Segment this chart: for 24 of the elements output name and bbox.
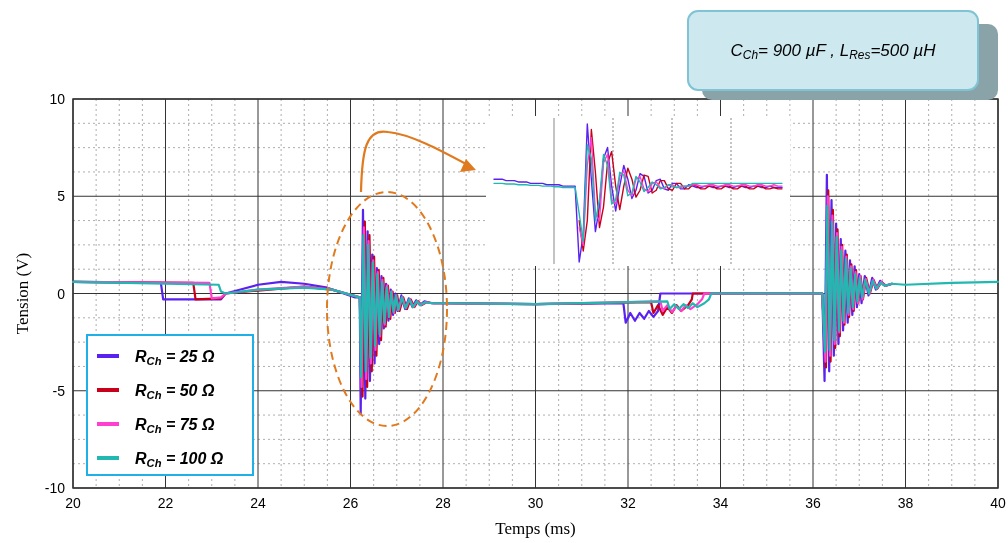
y-tick-label: -10 (44, 480, 66, 496)
legend-label: R$_{Ch}$ = 25 Ω (135, 348, 215, 367)
legend-label: R$_{Ch}$ = 100 Ω (135, 450, 224, 469)
x-axis-title: Temps (ms) (495, 519, 576, 538)
x-tick-label: 20 (65, 495, 81, 511)
x-tick-label: 36 (805, 495, 821, 511)
x-tick-label: 22 (157, 495, 174, 511)
y-axis-title: Tension (V) (13, 252, 32, 335)
x-tick-label: 24 (250, 495, 266, 511)
x-tick-label: 28 (435, 495, 451, 511)
x-tick-label: 40 (990, 495, 1006, 511)
y-tick-label: 5 (57, 188, 66, 205)
x-tick-label: 38 (897, 495, 914, 511)
y-tick-label: 0 (57, 285, 66, 302)
y-tick-label: 10 (49, 91, 66, 107)
y-tick-label: -5 (52, 382, 66, 399)
x-tick-label: 34 (712, 495, 729, 511)
legend-label: R$_{Ch}$ = 75 Ω (135, 416, 215, 435)
x-tick-label: 30 (527, 495, 544, 511)
x-tick-label: 32 (620, 495, 636, 511)
legend-label: R$_{Ch}$ = 50 Ω (135, 382, 215, 401)
text: C$_{Ch}$= 900 µF , L$_{Res}$=500 µH (730, 41, 937, 62)
line-series (71, 204, 1000, 379)
x-tick-label: 26 (342, 495, 359, 511)
